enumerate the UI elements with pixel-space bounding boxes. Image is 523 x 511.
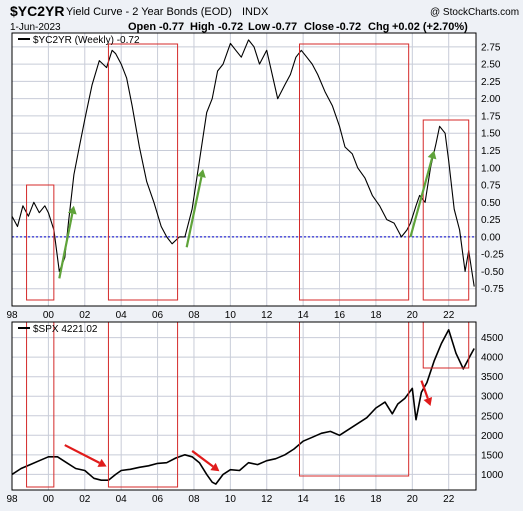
series-name: Yield Curve - 2 Year Bonds (EOD) [66,6,232,18]
yield-highlight-box [298,43,410,301]
spx-arrow-shaft [420,380,429,399]
high-value: -0.72 [218,21,243,33]
yield-y-tick-label: 0.25 [481,215,501,226]
spx-arrow-head [423,396,433,406]
yield-x-tick-label: 02 [79,310,91,321]
spx-arrow-head [97,458,107,467]
yield-plot-area [12,33,476,306]
spx-y-tick-label: 4500 [481,333,504,344]
yield-y-tick-label: 0.75 [481,181,501,192]
yield-y-tick-label: 1.50 [481,129,501,140]
yield-x-tick-label: 98 [6,310,18,321]
open-label: Open [128,21,156,33]
spx-x-tick-label: 04 [116,494,128,505]
spx-x-tick-label: 08 [188,494,200,505]
yield-y-tick-label: 2.75 [481,42,501,53]
yield-x-tick-label: 00 [43,310,55,321]
yield-x-tick-label: 04 [116,310,128,321]
yield-arrow-shaft [409,157,434,238]
yield-legend: $YC2YR (Weekly) -0.72 [18,35,140,46]
spx-y-tick-label: 1500 [481,450,504,461]
spx-x-tick-label: 98 [6,494,18,505]
spx-x-tick-label: 12 [261,494,273,505]
spx-y-tick-label: 3500 [481,372,504,383]
low-value: -0.77 [272,21,297,33]
spx-y-tick-label: 1000 [481,470,504,481]
yield-x-tick-label: 06 [152,310,164,321]
yield-x-tick-label: 22 [443,310,455,321]
spx-legend-label: $SPX 4221.02 [33,324,98,335]
open-value: -0.77 [159,21,184,33]
panels-group: 98 00 02 04 06 08 10 12 14 16 18 20 22 -0.75 -0.50 -0.2… [6,32,504,505]
spx-x-tick-label: 10 [225,494,237,505]
yield-y-tick-label: 0.00 [481,232,501,243]
yield-y-tick-label: 1.75 [481,111,501,122]
yield-y-tick-label: 2.50 [481,60,501,71]
yield-arrow-shaft [185,176,203,248]
chg-value: +0.02 (+2.70%) [392,21,468,33]
yield-x-tick-label: 20 [407,310,419,321]
yield-x-tick-label: 08 [188,310,200,321]
spx-panel: 98 00 02 04 06 08 10 12 14 16 18 20 22 1000 1500 2000 25… [6,321,504,505]
yield-highlight-box [107,43,179,301]
yield-y-tick-label: -0.75 [481,284,504,295]
yield-x-tick-label: 16 [334,310,346,321]
spx-x-tick-label: 06 [152,494,164,505]
yield-arrow-head [427,150,437,160]
spx-frame [11,321,477,491]
date-label: 1-Jun-2023 [10,22,61,33]
exchange-label: INDX [242,6,269,18]
symbol-title: $YC2YR [10,3,64,19]
yield-y-tick-label: -0.50 [481,267,504,278]
spx-plot-area [12,322,476,490]
high-label: High [190,21,215,33]
spx-series-line [11,328,475,485]
yield-series-line [11,39,475,287]
yield-arrow-head [67,205,77,215]
spx-arrow-shaft [64,444,101,464]
yield-y-tick-label: 1.25 [481,146,501,157]
spx-arrow-shaft [191,450,214,468]
spx-arrow-head [210,462,220,472]
yield-legend-label: $YC2YR (Weekly) -0.72 [33,35,140,46]
low-label: Low [248,21,270,33]
yield-highlight-box [26,184,55,301]
watermark: @ StockCharts.com [430,7,519,18]
yield-y-tick-label: -0.25 [481,250,504,261]
close-label: Close [304,21,334,33]
yield-y-tick-label: 2.00 [481,94,501,105]
spx-x-tick-label: 00 [43,494,55,505]
yield-panel: 98 00 02 04 06 08 10 12 14 16 18 20 22 -0.75 -0.50 -0.2… [6,32,504,321]
yield-y-tick-label: 1.00 [481,163,501,174]
spx-x-tick-label: 14 [298,494,310,505]
yield-arrow-head [197,169,206,178]
spx-x-tick-label: 22 [443,494,455,505]
yield-highlight-box [422,119,470,301]
yield-x-tick-label: 10 [225,310,237,321]
yield-x-tick-label: 14 [298,310,310,321]
close-value: -0.72 [336,21,361,33]
spx-x-tick-label: 16 [334,494,346,505]
spx-y-tick-label: 2000 [481,431,504,442]
spx-y-tick-label: 3000 [481,392,504,403]
yield-x-tick-label: 12 [261,310,273,321]
yield-arrow-shaft [58,213,74,279]
yield-y-tick-label: 0.50 [481,198,501,209]
spx-x-tick-label: 02 [79,494,91,505]
yield-frame [11,32,477,307]
spx-y-tick-label: 2500 [481,411,504,422]
spx-x-tick-label: 18 [370,494,382,505]
spx-x-tick-label: 20 [407,494,419,505]
chg-label: Chg [368,21,389,33]
spx-legend: $SPX 4221.02 [18,324,98,335]
spx-y-tick-label: 4000 [481,353,504,364]
yield-x-tick-label: 18 [370,310,382,321]
yield-y-tick-label: 2.25 [481,77,501,88]
